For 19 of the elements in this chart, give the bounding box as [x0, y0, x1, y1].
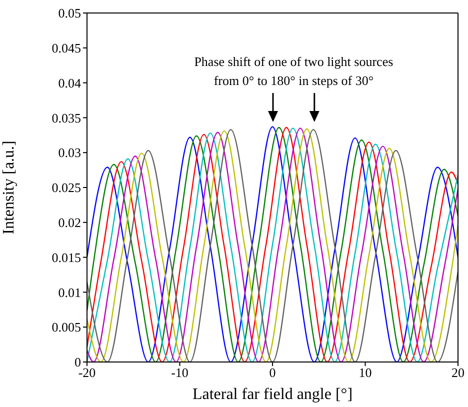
x-tick-label: -10	[171, 365, 188, 380]
x-axis-title: Lateral far field angle [°]	[192, 386, 353, 403]
y-tick-label: 0.02	[58, 215, 81, 230]
y-tick-label: 0.015	[52, 250, 81, 265]
y-tick-label: 0.045	[52, 40, 81, 56]
x-tick-label: -20	[78, 365, 96, 380]
y-tick-label: 0.03	[58, 145, 81, 160]
y-tick-label: 0.05	[58, 6, 81, 21]
x-tick-label: 10	[358, 365, 372, 380]
x-tick-label: 20	[452, 365, 464, 380]
x-tick-label: 0	[269, 365, 276, 380]
y-axis-title: Intensity [a.u.]	[0, 140, 18, 234]
y-tick-label: 0.01	[58, 284, 81, 300]
y-tick-label: 0.035	[52, 110, 81, 126]
y-tick-label: 0	[74, 354, 81, 370]
y-tick-label: 0.04	[58, 75, 82, 90]
annotation: Phase shift of one of two light sources from 0° to 180° in steps of 30°	[194, 54, 394, 88]
y-tick-label: 0.025	[52, 180, 81, 196]
y-tick-label: 0.005	[52, 320, 81, 335]
